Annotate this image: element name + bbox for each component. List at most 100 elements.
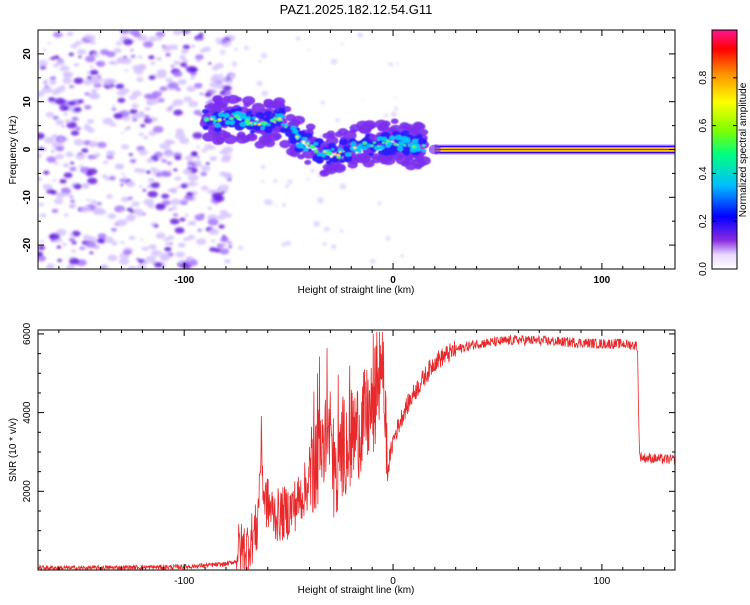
noise-blob — [224, 189, 228, 193]
noise-blob — [63, 112, 68, 116]
noise-blob — [77, 99, 84, 104]
noise-blob — [152, 126, 164, 133]
noise-blob — [147, 42, 151, 45]
colorbar-tick-label: 0.4 — [698, 166, 709, 180]
signal-blob — [381, 141, 386, 144]
noise-blob — [187, 223, 191, 226]
noise-blob — [89, 144, 96, 148]
signal-blob — [309, 144, 314, 148]
noise-blob — [191, 45, 195, 48]
noise-blob — [84, 34, 92, 39]
signal-blob — [212, 121, 217, 125]
noise-blob — [55, 153, 65, 160]
spectrogram-xtick-label: 100 — [594, 275, 611, 286]
signal-blob — [330, 148, 335, 151]
signal-blob — [377, 125, 386, 132]
noise-blob — [120, 144, 130, 150]
noise-blob — [260, 164, 266, 170]
carrier-onset — [428, 144, 441, 155]
noise-blob — [168, 208, 173, 211]
noise-blob — [317, 197, 324, 204]
noise-blob — [52, 115, 59, 120]
noise-blob — [93, 81, 98, 85]
noise-blob — [69, 205, 73, 208]
noise-blob — [187, 161, 195, 167]
noise-blob — [179, 217, 186, 222]
signal-blob — [390, 136, 395, 139]
signal-blob — [264, 127, 273, 134]
noise-blob — [186, 85, 196, 92]
noise-blob — [73, 106, 82, 113]
noise-blob — [174, 176, 182, 181]
noise-blob — [340, 42, 344, 46]
noise-blob — [38, 146, 45, 151]
noise-blob — [145, 170, 152, 174]
noise-blob — [310, 168, 315, 173]
noise-blob — [63, 172, 73, 179]
noise-blob — [113, 47, 122, 54]
signal-blob — [336, 153, 341, 157]
noise-blob — [73, 77, 84, 84]
noise-blob — [130, 48, 134, 52]
noise-blob — [335, 118, 340, 123]
noise-blob — [140, 123, 146, 128]
noise-blob — [102, 117, 114, 125]
colorbar-tick-label: 0.0 — [698, 262, 709, 276]
noise-blob — [106, 154, 114, 160]
noise-blob — [192, 222, 197, 225]
noise-blob — [136, 77, 144, 82]
noise-blob — [200, 171, 208, 177]
signal-blob — [290, 125, 297, 131]
noise-blob — [58, 137, 64, 141]
noise-blob — [137, 213, 143, 217]
noise-blob — [101, 265, 106, 269]
noise-blob — [162, 46, 171, 52]
signal-blob — [261, 137, 270, 144]
noise-blob — [129, 215, 137, 220]
noise-blob — [155, 31, 165, 38]
noise-blob — [211, 65, 219, 71]
noise-blob — [60, 65, 70, 72]
noise-blob — [156, 56, 163, 61]
noise-blob — [38, 245, 46, 251]
noise-blob — [210, 77, 217, 82]
noise-blob — [207, 218, 219, 226]
noise-blob — [111, 241, 118, 246]
noise-blob — [47, 42, 51, 45]
signal-blob — [237, 131, 246, 138]
noise-blob — [400, 254, 404, 258]
noise-blob — [263, 198, 271, 205]
signal-blob — [268, 131, 281, 141]
noise-blob — [83, 125, 92, 131]
noise-blob — [47, 87, 53, 91]
snr-line — [38, 331, 675, 570]
noise-blob — [47, 97, 56, 102]
signal-blob — [326, 151, 333, 156]
noise-blob — [170, 64, 175, 68]
signal-blob — [284, 125, 288, 128]
signal-blob — [398, 140, 405, 146]
noise-blob — [135, 112, 145, 119]
noise-blob — [322, 242, 327, 247]
signal-blob — [342, 150, 345, 153]
noise-blob — [147, 178, 155, 183]
noise-blob — [96, 202, 102, 206]
signal-blob — [314, 149, 319, 153]
noise-blob — [141, 247, 145, 250]
signal-blob — [246, 123, 250, 126]
signal-blob — [316, 152, 322, 157]
signal-blob — [202, 125, 209, 130]
signal-blob — [229, 121, 235, 126]
signal-blob — [325, 166, 337, 175]
signal-blob — [337, 128, 349, 136]
noise-blob — [231, 61, 238, 67]
noise-blob — [47, 57, 51, 60]
signal-blob — [313, 142, 319, 146]
noise-blob — [119, 30, 130, 34]
signal-blob — [362, 141, 368, 145]
signal-blob — [403, 144, 407, 147]
signal-blob — [372, 141, 376, 144]
noise-blob — [107, 61, 112, 64]
signal-blob — [338, 151, 342, 154]
noise-blob — [222, 146, 234, 154]
